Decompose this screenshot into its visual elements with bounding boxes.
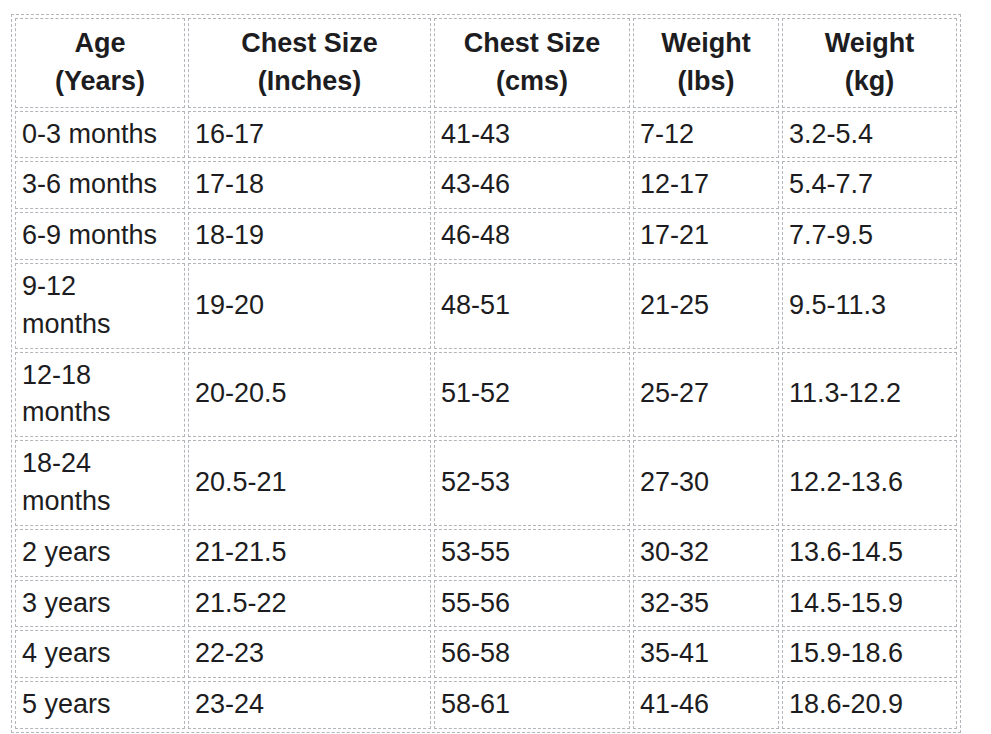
header-chest-cms-line1: Chest Size	[443, 25, 621, 63]
header-row: Age (Years) Chest Size (Inches) Chest Si…	[15, 18, 957, 108]
cell-weight-kg: 9.5-11.3	[782, 263, 957, 349]
cell-chest-inches: 18-19	[188, 212, 431, 260]
cell-chest-inches: 20.5-21	[188, 440, 431, 526]
header-cell-weight-lbs: Weight (lbs)	[633, 18, 779, 108]
cell-weight-kg: 18.6-20.9	[782, 681, 957, 729]
table-row: 6-9 months 18-19 46-48 17-21 7.7-9.5	[15, 212, 957, 260]
cell-age: 3-6 months	[15, 161, 185, 209]
header-chest-cms-line2: (cms)	[443, 63, 621, 101]
header-cell-weight-kg: Weight (kg)	[782, 18, 957, 108]
cell-chest-cms: 52-53	[434, 440, 630, 526]
cell-weight-lbs: 17-21	[633, 212, 779, 260]
cell-age: 0-3 months	[15, 111, 185, 159]
cell-weight-kg: 5.4-7.7	[782, 161, 957, 209]
header-weight-kg-line1: Weight	[791, 25, 948, 63]
cell-chest-inches: 21.5-22	[188, 580, 431, 628]
header-cell-age: Age (Years)	[15, 18, 185, 108]
table-header: Age (Years) Chest Size (Inches) Chest Si…	[15, 18, 957, 108]
cell-chest-cms: 51-52	[434, 352, 630, 438]
cell-weight-lbs: 35-41	[633, 630, 779, 678]
cell-age: 6-9 months	[15, 212, 185, 260]
header-cell-chest-inches: Chest Size (Inches)	[188, 18, 431, 108]
cell-weight-kg: 11.3-12.2	[782, 352, 957, 438]
cell-chest-inches: 23-24	[188, 681, 431, 729]
cell-weight-kg: 7.7-9.5	[782, 212, 957, 260]
cell-age: 4 years	[15, 630, 185, 678]
cell-chest-inches: 20-20.5	[188, 352, 431, 438]
cell-weight-lbs: 25-27	[633, 352, 779, 438]
table-row: 9-12 months 19-20 48-51 21-25 9.5-11.3	[15, 263, 957, 349]
cell-chest-inches: 19-20	[188, 263, 431, 349]
header-weight-kg-line2: (kg)	[791, 63, 948, 101]
cell-chest-inches: 22-23	[188, 630, 431, 678]
cell-weight-lbs: 7-12	[633, 111, 779, 159]
cell-weight-kg: 14.5-15.9	[782, 580, 957, 628]
table-row: 2 years 21-21.5 53-55 30-32 13.6-14.5	[15, 529, 957, 577]
table-row: 4 years 22-23 56-58 35-41 15.9-18.6	[15, 630, 957, 678]
table-row: 3-6 months 17-18 43-46 12-17 5.4-7.7	[15, 161, 957, 209]
size-chart-table: Age (Years) Chest Size (Inches) Chest Si…	[11, 14, 961, 733]
table-body: 0-3 months 16-17 41-43 7-12 3.2-5.4 3-6 …	[15, 111, 957, 729]
table-row: 12-18 months 20-20.5 51-52 25-27 11.3-12…	[15, 352, 957, 438]
cell-chest-inches: 16-17	[188, 111, 431, 159]
cell-weight-kg: 13.6-14.5	[782, 529, 957, 577]
table-row: 18-24 months 20.5-21 52-53 27-30 12.2-13…	[15, 440, 957, 526]
cell-chest-inches: 21-21.5	[188, 529, 431, 577]
cell-chest-cms: 56-58	[434, 630, 630, 678]
table-row: 5 years 23-24 58-61 41-46 18.6-20.9	[15, 681, 957, 729]
cell-weight-lbs: 12-17	[633, 161, 779, 209]
cell-chest-cms: 48-51	[434, 263, 630, 349]
cell-chest-cms: 43-46	[434, 161, 630, 209]
cell-weight-lbs: 21-25	[633, 263, 779, 349]
cell-weight-kg: 12.2-13.6	[782, 440, 957, 526]
cell-chest-cms: 53-55	[434, 529, 630, 577]
cell-age: 12-18 months	[15, 352, 185, 438]
header-age-line1: Age	[24, 25, 176, 63]
header-chest-inches-line2: (Inches)	[197, 63, 422, 101]
cell-weight-lbs: 32-35	[633, 580, 779, 628]
cell-weight-kg: 3.2-5.4	[782, 111, 957, 159]
cell-chest-cms: 55-56	[434, 580, 630, 628]
table-row: 0-3 months 16-17 41-43 7-12 3.2-5.4	[15, 111, 957, 159]
cell-age: 2 years	[15, 529, 185, 577]
header-age-line2: (Years)	[24, 63, 176, 101]
table-row: 3 years 21.5-22 55-56 32-35 14.5-15.9	[15, 580, 957, 628]
cell-age: 18-24 months	[15, 440, 185, 526]
cell-weight-lbs: 27-30	[633, 440, 779, 526]
header-weight-lbs-line2: (lbs)	[642, 63, 770, 101]
cell-chest-cms: 58-61	[434, 681, 630, 729]
header-weight-lbs-line1: Weight	[642, 25, 770, 63]
cell-chest-cms: 46-48	[434, 212, 630, 260]
cell-weight-kg: 15.9-18.6	[782, 630, 957, 678]
cell-weight-lbs: 41-46	[633, 681, 779, 729]
cell-age: 5 years	[15, 681, 185, 729]
cell-chest-inches: 17-18	[188, 161, 431, 209]
cell-chest-cms: 41-43	[434, 111, 630, 159]
cell-age: 3 years	[15, 580, 185, 628]
cell-weight-lbs: 30-32	[633, 529, 779, 577]
header-chest-inches-line1: Chest Size	[197, 25, 422, 63]
cell-age: 9-12 months	[15, 263, 185, 349]
header-cell-chest-cms: Chest Size (cms)	[434, 18, 630, 108]
